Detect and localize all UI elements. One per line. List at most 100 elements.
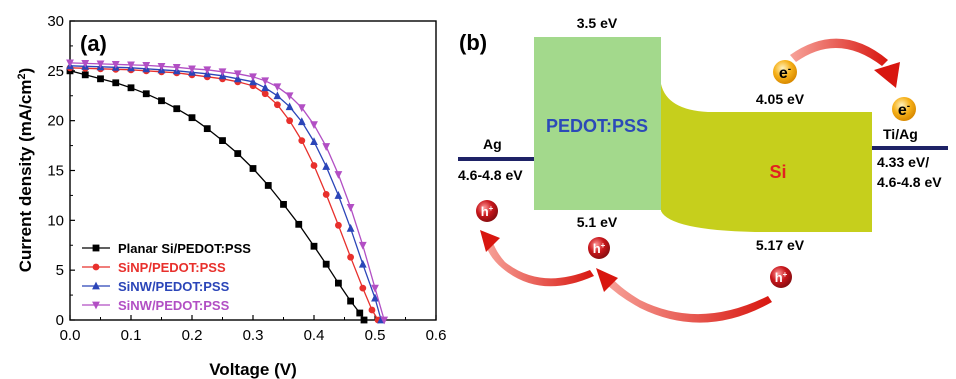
hole-particle-1: h+ [476,200,498,222]
hole-arrow-upper [485,240,594,287]
y-tick-label: 10 [47,212,64,229]
data-point [285,92,294,101]
x-tick-label: 0.4 [304,327,325,344]
data-point [234,150,242,157]
legend-marker [92,244,100,252]
data-point [249,165,257,172]
hole-arrowhead-upper [480,230,500,252]
data-point [295,220,303,228]
si-label: Si [769,162,786,182]
panel-label-b: (b) [459,30,487,55]
data-point [249,77,257,86]
data-point [273,91,282,100]
data-point [233,74,242,83]
data-point [358,259,367,268]
data-point [127,84,135,92]
data-point [297,117,306,126]
data-point [346,203,355,212]
data-point [66,59,74,68]
svg-text:h+: h+ [775,270,788,285]
data-point [157,62,166,71]
data-point [322,191,330,198]
data-point [322,260,330,268]
data-point [334,171,343,179]
data-point [249,73,257,82]
legend-marker [92,263,100,271]
ag-label: Ag [483,136,502,152]
electron-transfer-arrow [790,38,888,66]
y-tick-label: 0 [56,312,64,329]
electron-particle-1: e- [773,60,797,84]
legend-entry-4: SiNW/PEDOT:PSS [82,298,230,313]
data-point [81,71,89,79]
data-point [273,83,282,92]
x-tick-label: 0.6 [426,327,447,344]
y-tick-label: 5 [56,262,64,279]
data-point [233,70,242,79]
legend-marker [92,301,100,310]
series-layer [66,59,389,325]
legend-label: SiNW/PEDOT:PSS [118,298,230,313]
series-1 [66,67,368,324]
legend: Planar Si/PEDOT:PSS SiNP/PEDOT:PSS SiNW/PE… [82,241,251,313]
series-line [69,65,382,321]
tiag-work-function-2: 4.6-4.8 eV [877,174,942,190]
data-point [334,191,343,199]
data-point [358,241,367,250]
data-point [112,79,120,87]
data-point [188,114,196,122]
data-point [261,83,270,92]
data-point [280,200,287,208]
pedot-bottom-energy: 5.1 eV [577,214,618,230]
y-tick-label: 30 [47,13,64,30]
x-axis-title: Voltage (V) [209,360,297,379]
legend-entry-1: Planar Si/PEDOT:PSS [82,241,251,256]
tiag-label: Ti/Ag [883,126,918,142]
data-point [322,143,331,151]
data-point [274,101,281,109]
data-point [347,253,354,261]
svg-text:h+: h+ [481,204,494,219]
series-4 [66,59,389,325]
svg-text:e-: e- [898,101,910,119]
data-point [310,137,318,145]
y-axis-title: Current density (mA/cm2) [16,68,35,273]
data-point [111,60,120,69]
panel-label-a: (a) [80,31,107,56]
ag-work-function: 4.6-4.8 eV [458,167,523,183]
data-point [371,284,379,293]
data-point [203,66,212,75]
data-point [360,316,368,324]
legend-label: SiNP/PEDOT:PSS [118,260,226,275]
legend-label: SiNW/PEDOT:PSS [118,279,230,294]
data-point [368,306,376,314]
data-point [173,105,181,113]
pedot-pss-block [534,37,661,210]
data-point [346,223,355,232]
hole-arrow-lower [604,276,772,323]
data-point [286,117,293,125]
pedot-top-energy: 3.5 eV [577,15,618,31]
electron-arrowhead [874,62,900,88]
svg-text:e-: e- [779,64,791,82]
x-tick-label: 0.5 [365,327,386,344]
tiag-work-function-1: 4.33 eV/ [877,154,929,170]
panel-b-band-diagram: (b) Ag 4.6-4.8 eV PEDOT:PSS 3.5 eV 5.1 e… [458,15,948,323]
data-point [359,284,367,292]
data-point [310,121,318,130]
legend-label: Planar Si/PEDOT:PSS [118,241,251,256]
si-bottom-energy: 5.17 eV [756,237,805,253]
data-point [218,68,227,77]
data-point [261,77,270,86]
si-block [661,84,872,232]
pedot-pss-label: PEDOT:PSS [546,116,648,136]
x-tick-label: 0.2 [182,327,203,344]
panel-a-jv-chart: 0.0 0.1 0.2 0.3 0.4 0.5 0.6 0 5 10 15 20 25 30 (a) V… [16,13,446,379]
series-line [69,62,385,321]
data-point [203,125,211,133]
svg-text:h+: h+ [593,241,606,256]
data-point [285,102,294,111]
x-tick-label: 0.1 [121,327,142,344]
data-point [335,279,342,287]
